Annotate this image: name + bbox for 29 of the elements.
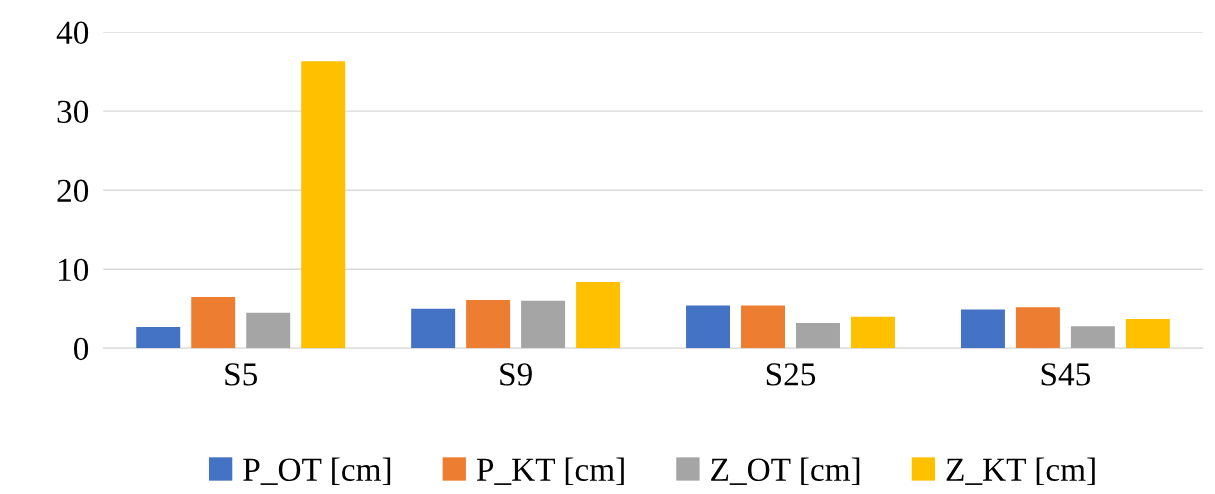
y-tick-label: 40	[56, 21, 89, 44]
legend-label: P_KT [cm]	[476, 457, 624, 486]
y-tick-label: 30	[57, 100, 89, 124]
bar	[1125, 319, 1170, 349]
bar	[521, 300, 566, 349]
bar	[1070, 326, 1115, 349]
bar	[850, 316, 895, 349]
x-tick-label: S5	[225, 363, 258, 386]
bar	[466, 300, 511, 349]
bar	[576, 281, 621, 349]
bar	[796, 322, 840, 349]
bar	[411, 308, 456, 349]
legend-label: Z_OT [cm]	[711, 457, 860, 486]
bar	[741, 305, 786, 349]
x-tick-label: S9	[500, 363, 532, 386]
y-tick-label: 0	[73, 337, 89, 361]
x-tick-label: S25	[766, 363, 816, 386]
bar	[136, 326, 181, 349]
legend-label: P_OT [cm]	[243, 457, 391, 486]
bar	[1015, 307, 1060, 349]
y-tick-label: 20	[57, 179, 89, 203]
bar	[960, 309, 1005, 349]
x-tick-label: S45	[1041, 363, 1091, 386]
y-tick-label: 10	[58, 258, 89, 282]
legend-label: Z_KT [cm]	[946, 457, 1095, 486]
bar	[301, 61, 346, 349]
bar	[191, 296, 236, 349]
bar	[246, 312, 291, 349]
bar	[686, 305, 731, 349]
